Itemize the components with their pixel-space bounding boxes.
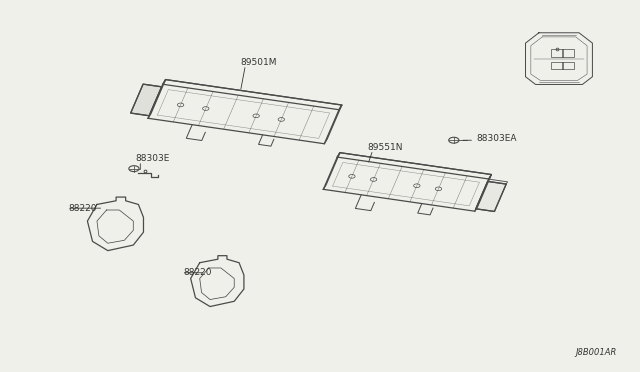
Text: 89551N: 89551N [368, 143, 403, 152]
Text: 88303E: 88303E [135, 154, 170, 163]
Bar [551, 62, 563, 69]
Text: 88220: 88220 [68, 203, 97, 213]
Text: J8B001AR: J8B001AR [575, 347, 616, 357]
Polygon shape [476, 182, 506, 211]
Text: 89501M: 89501M [241, 58, 277, 67]
Bar [563, 49, 574, 57]
Bar [551, 49, 563, 57]
Text: 88220: 88220 [183, 268, 211, 277]
Polygon shape [131, 84, 162, 116]
Text: 88303EA: 88303EA [476, 134, 516, 142]
Bar [563, 62, 574, 69]
